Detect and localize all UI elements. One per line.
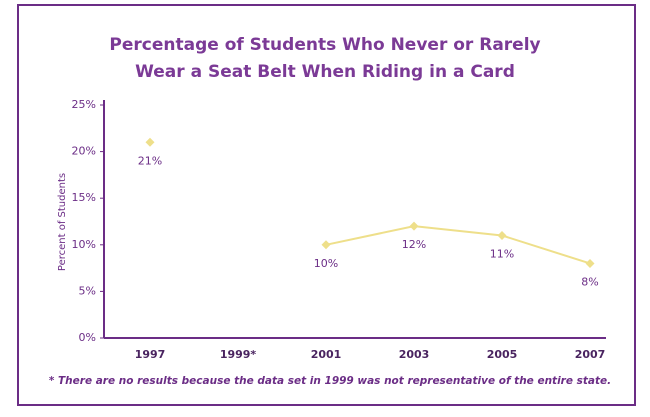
data-label: 21%: [138, 154, 162, 167]
chart-title: Wear a Seat Belt When Riding in a Card: [135, 62, 515, 82]
footnote: * There are no results because the data …: [49, 375, 611, 387]
data-label: 8%: [581, 275, 598, 288]
chart-title: Percentage of Students Who Never or Rare…: [109, 35, 540, 55]
data-point: [145, 137, 155, 147]
y-axis-label: Percent of Students: [57, 173, 68, 271]
x-tick-label: 2003: [399, 348, 430, 361]
data-label: 12%: [402, 238, 426, 251]
y-tick-label: 0%: [79, 331, 96, 344]
data-point: [409, 221, 419, 231]
data-label: 10%: [314, 257, 338, 270]
y-tick-label: 10%: [72, 238, 96, 251]
y-tick-label: 20%: [72, 145, 96, 158]
data-label: 11%: [490, 247, 514, 260]
y-tick-label: 15%: [72, 191, 96, 204]
x-tick-label: 2005: [487, 348, 518, 361]
data-point: [497, 230, 507, 240]
x-tick-label: 2001: [311, 348, 342, 361]
series-line: [325, 225, 591, 265]
data-point: [585, 258, 595, 268]
x-tick-label: 1999*: [220, 348, 257, 361]
x-tick-label: 1997: [135, 348, 166, 361]
y-tick-label: 25%: [72, 98, 96, 111]
x-tick-label: 2007: [575, 348, 606, 361]
data-point: [321, 240, 331, 250]
frame: [17, 4, 636, 406]
y-tick-label: 5%: [79, 284, 96, 297]
